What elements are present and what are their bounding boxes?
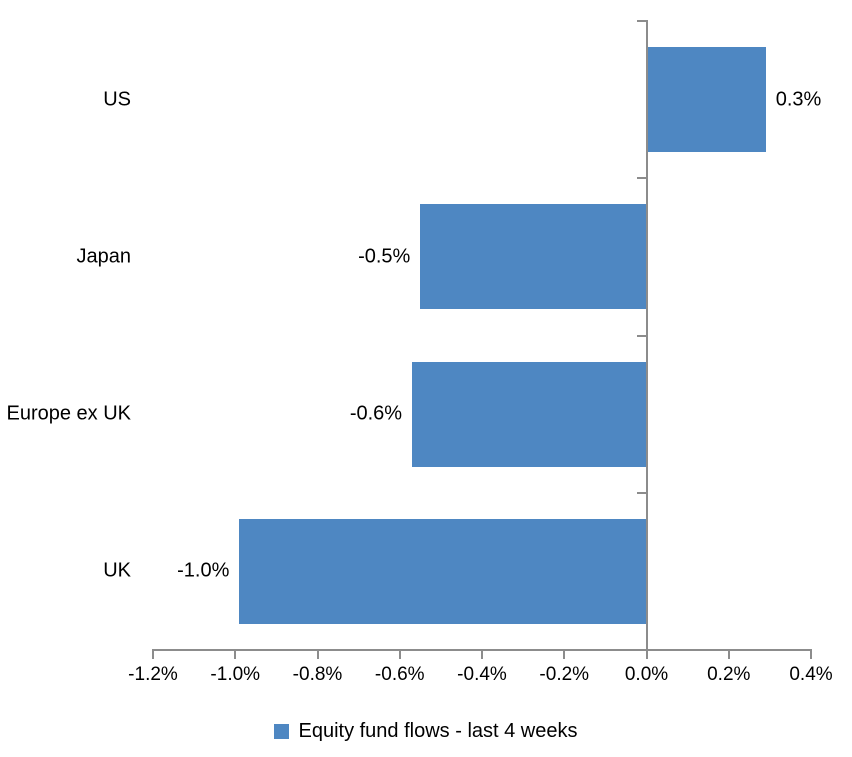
x-axis-tick-label: 0.2% bbox=[707, 664, 751, 685]
category-label-japan: Japan bbox=[76, 245, 132, 268]
x-axis-tick-label: -0.8% bbox=[292, 664, 343, 685]
category-label-uk: UK bbox=[103, 559, 131, 582]
x-axis-tick bbox=[810, 649, 812, 659]
x-axis-tick bbox=[152, 649, 154, 659]
y-axis-tick bbox=[636, 20, 647, 22]
x-axis-tick-label: -1.2% bbox=[128, 664, 178, 685]
category-label-us: US bbox=[103, 88, 131, 111]
x-axis-tick bbox=[563, 649, 566, 659]
value-label-japan: -0.5% bbox=[358, 245, 411, 268]
x-axis-tick bbox=[316, 649, 319, 659]
value-label-europe-ex-uk: -0.6% bbox=[349, 402, 403, 425]
value-label-uk: -1.0% bbox=[177, 559, 230, 582]
x-axis-tick bbox=[727, 649, 730, 659]
x-axis-tick bbox=[481, 649, 483, 659]
x-axis-tick-label: -0.4% bbox=[457, 664, 507, 685]
category-label-europe-ex-uk: Europe ex UK bbox=[6, 402, 131, 425]
x-axis-tick bbox=[234, 649, 237, 659]
x-axis-tick-label: 0.4% bbox=[789, 664, 833, 685]
bar-uk bbox=[239, 518, 647, 624]
y-axis-tick bbox=[636, 491, 647, 494]
legend-swatch-icon bbox=[274, 723, 290, 739]
x-axis-tick-label: -1.0% bbox=[210, 664, 261, 685]
value-label-us: 0.3% bbox=[775, 88, 822, 111]
bar-japan bbox=[420, 204, 647, 310]
y-axis-tick bbox=[636, 334, 647, 337]
bar-us bbox=[646, 47, 766, 153]
x-axis-tick-label: -0.6% bbox=[374, 664, 425, 685]
legend: Equity fund flows - last 4 weeks bbox=[0, 716, 852, 746]
legend-label: Equity fund flows - last 4 weeks bbox=[298, 719, 578, 742]
y-axis-line bbox=[645, 20, 648, 651]
x-axis-tick-label: -0.2% bbox=[539, 664, 590, 685]
x-axis-tick bbox=[398, 649, 401, 659]
x-axis-tick bbox=[645, 649, 648, 659]
x-axis-tick-label: 0.0% bbox=[624, 664, 669, 685]
y-axis-tick bbox=[636, 177, 647, 180]
bar-europe-ex-uk bbox=[412, 361, 647, 467]
